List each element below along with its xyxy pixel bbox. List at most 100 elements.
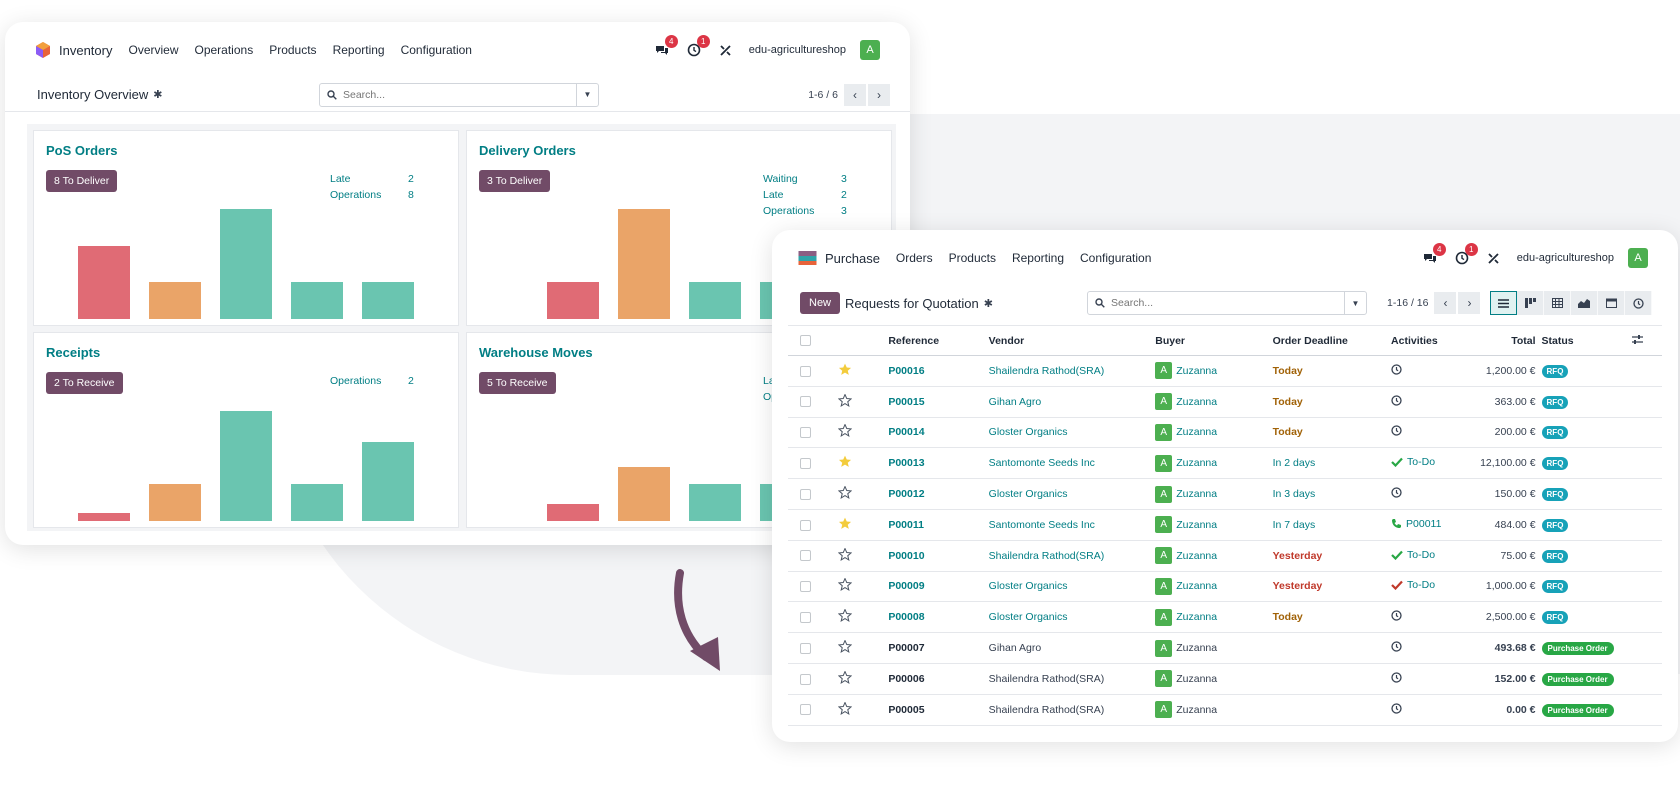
pager-value[interactable]: 1-16 / 16: [1387, 297, 1429, 309]
chart-bar[interactable]: [220, 411, 272, 521]
row-checkbox[interactable]: [800, 581, 811, 593]
table-row[interactable]: P00010 Shailendra Rathod(SRA) A Zuzanna Yest…: [788, 540, 1662, 572]
star-icon[interactable]: [837, 577, 853, 594]
company-switcher[interactable]: edu-agricultureshop: [748, 44, 846, 56]
card-stat-row[interactable]: Operations 3: [763, 205, 847, 221]
card-action-button[interactable]: 8 To Deliver: [46, 170, 118, 192]
table-row[interactable]: P00008 Gloster Organics A Zuzanna Today 2,500…: [788, 601, 1662, 634]
column-order-deadline[interactable]: Order Deadline: [1272, 325, 1392, 356]
search-dropdown-toggle-icon[interactable]: ▼: [576, 83, 598, 106]
optional-columns-icon[interactable]: [1631, 334, 1643, 344]
menu-configuration[interactable]: Configuration: [400, 43, 472, 57]
buyer[interactable]: A Zuzanna: [1155, 516, 1217, 534]
row-checkbox[interactable]: [800, 704, 811, 716]
column-total[interactable]: Total: [1469, 325, 1542, 356]
card-title[interactable]: Receipts: [46, 345, 101, 360]
vendor-name[interactable]: Santomonte Seeds Inc: [988, 457, 1095, 470]
star-filled-icon[interactable]: [838, 455, 852, 471]
activity[interactable]: [1391, 364, 1406, 375]
buyer[interactable]: A Zuzanna: [1155, 362, 1217, 380]
star-icon[interactable]: [837, 700, 853, 718]
card-stat-row[interactable]: Late 2: [330, 173, 414, 189]
buyer[interactable]: A Zuzanna: [1155, 701, 1217, 719]
card-action-button[interactable]: 3 To Deliver: [479, 170, 551, 192]
order-reference[interactable]: P00015: [888, 395, 925, 408]
vendor-name[interactable]: Shailendra Rathod(SRA): [988, 703, 1105, 716]
chart-bar[interactable]: [78, 246, 130, 319]
activity[interactable]: To-Do: [1391, 549, 1435, 561]
order-reference[interactable]: P00013: [888, 457, 925, 470]
user-avatar[interactable]: A: [1628, 248, 1648, 268]
kanban-view-icon[interactable]: [1517, 291, 1545, 315]
table-row[interactable]: P00005 Shailendra Rathod(SRA) A Zuzanna 0.00…: [788, 694, 1662, 726]
chart-bar[interactable]: [149, 484, 201, 521]
chart-bar[interactable]: [220, 209, 272, 319]
star-icon[interactable]: [837, 670, 853, 687]
operation-card[interactable]: Receipts 2 To Receive Operations 2: [33, 332, 459, 528]
activity[interactable]: [1391, 425, 1406, 437]
list-view-icon[interactable]: [1490, 291, 1518, 315]
vendor-name[interactable]: Shailendra Rathod(SRA): [988, 672, 1105, 685]
calendar-view-icon[interactable]: [1598, 291, 1626, 315]
vendor-name[interactable]: Shailendra Rathod(SRA): [988, 364, 1105, 377]
buyer[interactable]: A Zuzanna: [1155, 547, 1217, 565]
activity[interactable]: To-Do: [1391, 456, 1435, 468]
inventory-app-name[interactable]: Inventory: [59, 42, 113, 58]
inventory-app-icon[interactable]: [35, 42, 51, 58]
order-reference[interactable]: P00011: [888, 518, 924, 531]
debug-tools-icon[interactable]: [1485, 249, 1503, 267]
order-reference[interactable]: P00010: [888, 549, 925, 562]
order-reference[interactable]: P00014: [888, 426, 925, 439]
user-avatar[interactable]: A: [860, 40, 880, 60]
star-icon[interactable]: [837, 608, 853, 625]
table-row[interactable]: P00014 Gloster Organics A Zuzanna Today 200.0…: [788, 417, 1662, 449]
card-action-button[interactable]: 5 To Receive: [479, 372, 556, 394]
star-icon[interactable]: [837, 392, 853, 410]
activity-clock-icon[interactable]: [1391, 364, 1402, 375]
row-checkbox[interactable]: [800, 550, 811, 562]
row-checkbox[interactable]: [800, 458, 811, 469]
chart-bar[interactable]: [689, 484, 741, 521]
column-vendor[interactable]: Vendor: [988, 325, 1156, 356]
activities-clock-icon[interactable]: 1: [685, 35, 710, 59]
star-icon[interactable]: [837, 485, 853, 502]
buyer[interactable]: A Zuzanna: [1155, 423, 1217, 441]
row-checkbox[interactable]: [800, 427, 811, 439]
activity-clock-icon[interactable]: [1391, 641, 1402, 652]
star-icon[interactable]: [837, 423, 853, 440]
vendor-name[interactable]: Shailendra Rathod(SRA): [988, 549, 1105, 562]
table-row[interactable]: P00011 Santomonte Seeds Inc A Zuzanna In 7 d…: [788, 509, 1662, 541]
table-row[interactable]: P00015 Gihan Agro A Zuzanna Today 363.00 € RFQ: [788, 386, 1662, 418]
purchase-app-icon[interactable]: [798, 250, 817, 266]
vendor-name[interactable]: Gloster Organics: [988, 611, 1068, 624]
activities-clock-icon[interactable]: 1: [1453, 243, 1478, 267]
row-checkbox[interactable]: [800, 611, 811, 623]
search-bar[interactable]: ▼: [1087, 291, 1368, 315]
column-buyer[interactable]: Buyer: [1155, 325, 1273, 356]
activity-check-icon[interactable]: [1391, 457, 1403, 468]
menu-reporting[interactable]: Reporting: [332, 43, 385, 57]
card-action-button[interactable]: 2 To Receive: [46, 372, 123, 394]
row-checkbox[interactable]: [800, 488, 811, 500]
chart-bar[interactable]: [149, 282, 201, 319]
activity-view-icon[interactable]: [1625, 291, 1653, 315]
card-stat-row[interactable]: Operations 2: [330, 375, 414, 391]
order-reference[interactable]: P00005: [888, 703, 925, 716]
star-icon[interactable]: [837, 546, 853, 564]
card-title[interactable]: PoS Orders: [46, 143, 118, 158]
debug-tools-icon[interactable]: [717, 41, 735, 59]
menu-orders[interactable]: Orders: [895, 251, 933, 265]
menu-overview[interactable]: Overview: [128, 43, 179, 57]
activity[interactable]: [1391, 703, 1406, 714]
search-dropdown-toggle-icon[interactable]: ▼: [1344, 292, 1366, 314]
order-reference[interactable]: P00006: [888, 672, 925, 685]
chart-bar[interactable]: [362, 442, 414, 521]
pager-previous-icon[interactable]: ‹: [844, 83, 866, 106]
star-filled-icon[interactable]: [838, 363, 852, 379]
table-row[interactable]: P00007 Gihan Agro A Zuzanna 493.68 € Purchase…: [788, 632, 1662, 664]
gear-icon[interactable]: ✱: [983, 297, 993, 310]
new-button[interactable]: New: [800, 292, 841, 314]
table-row[interactable]: P00013 Santomonte Seeds Inc A Zuzanna In 2 d…: [788, 447, 1662, 480]
activity[interactable]: P00011: [1391, 518, 1441, 530]
menu-reporting[interactable]: Reporting: [1011, 251, 1064, 265]
